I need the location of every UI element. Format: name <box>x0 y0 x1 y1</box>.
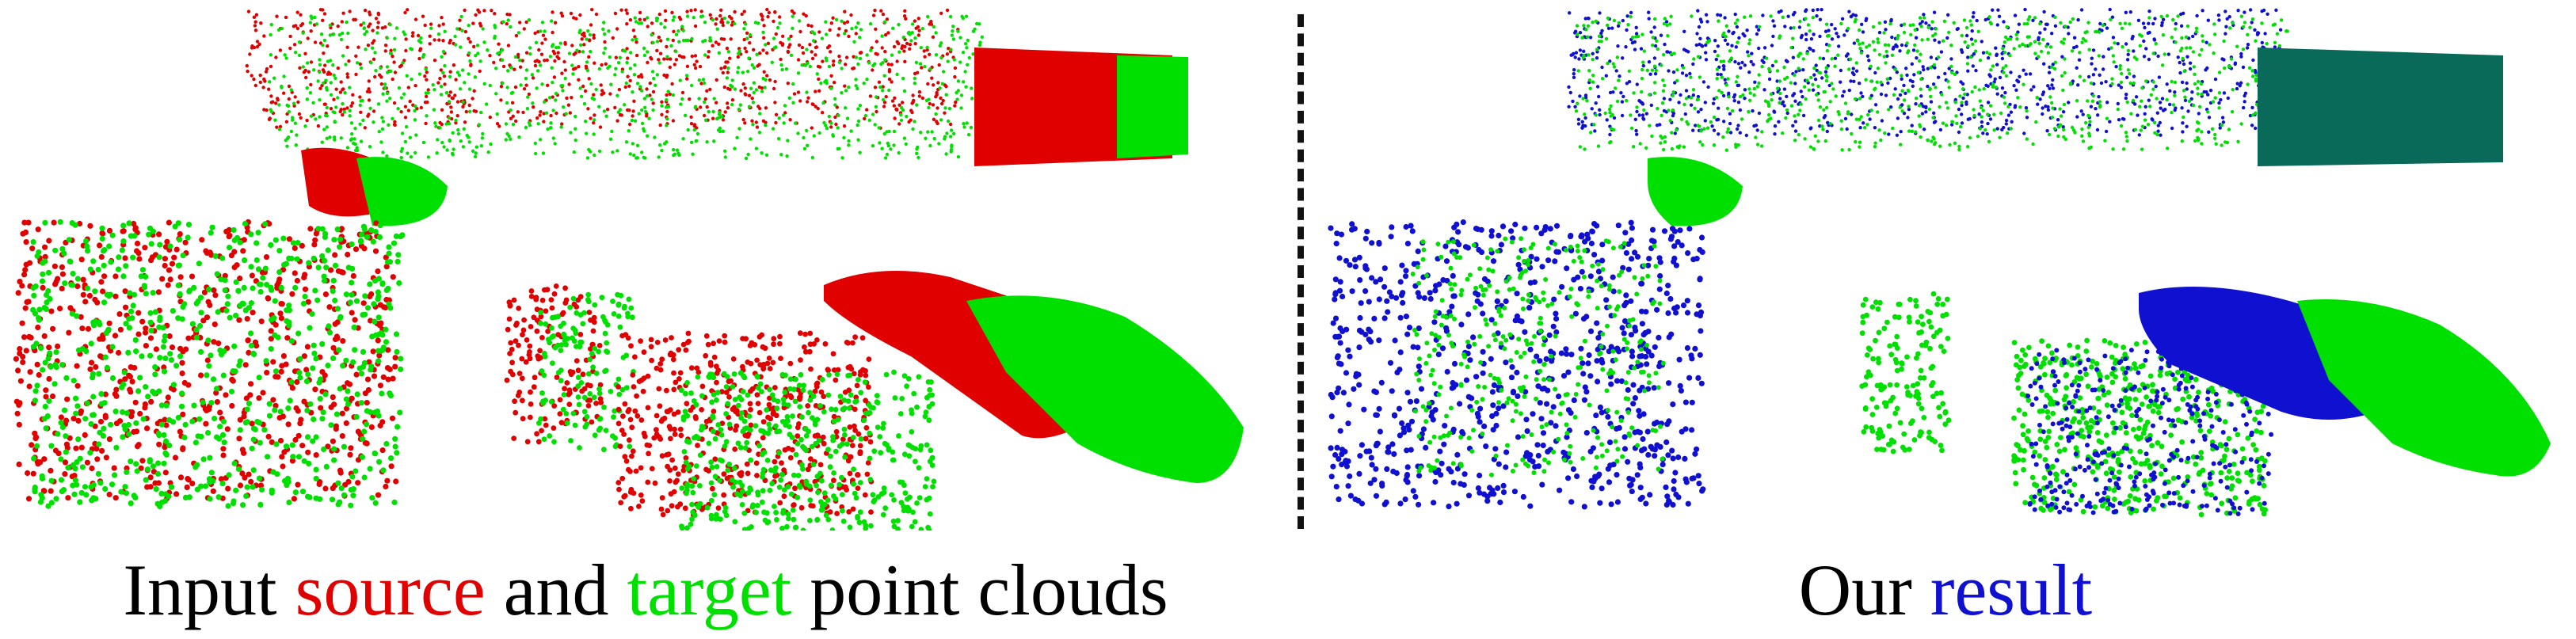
caption-result: Our result <box>1315 546 2576 633</box>
target-center-column <box>536 291 636 453</box>
target-middle-car <box>678 369 937 531</box>
caption-result-word: result <box>1930 550 2093 630</box>
target-wall-points <box>268 14 985 161</box>
target-wall-block <box>1117 55 1188 158</box>
caption-result-prefix: Our <box>1798 550 1930 630</box>
dashed-divider <box>1298 14 1304 529</box>
result-right-car-target <box>2297 299 2551 477</box>
result-target-wall-points <box>1574 13 2291 152</box>
source-wall-points <box>245 7 960 130</box>
input-point-cloud-panel <box>0 0 1283 531</box>
caption-target-word: target <box>627 550 792 630</box>
target-far-car <box>356 157 448 226</box>
target-left-cluster <box>30 219 406 510</box>
result-far-car <box>1648 157 1743 226</box>
input-point-cloud-render <box>13 7 1244 531</box>
source-far-car <box>301 147 372 217</box>
result-wall-block <box>2258 48 2503 166</box>
result-left-cluster <box>1328 219 1706 510</box>
result-point-cloud-render <box>1328 7 2551 518</box>
caption-input-middle: and <box>485 550 627 630</box>
caption-input-suffix: point clouds <box>791 550 1168 630</box>
result-left-cluster-target <box>1410 236 1666 477</box>
target-right-car <box>966 295 1244 483</box>
result-wall-points <box>1567 7 2283 138</box>
result-center-column <box>1859 291 1952 455</box>
result-point-cloud-panel <box>1315 0 2576 531</box>
caption-input: Input source and target point clouds <box>0 546 1291 633</box>
caption-source-word: source <box>295 550 486 630</box>
caption-input-prefix: Input <box>123 550 295 630</box>
